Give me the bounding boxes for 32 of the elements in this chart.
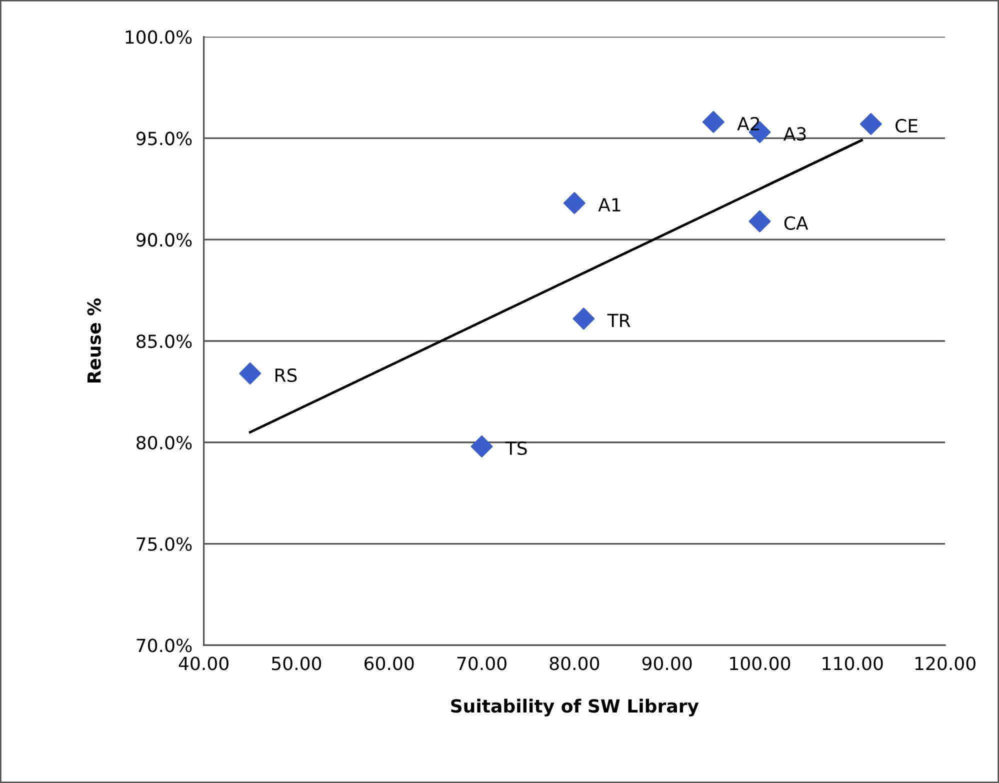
annotation: A1	[598, 198, 620, 212]
y-tick-label: 75.0%	[136, 537, 192, 551]
y-tick-label: 80.0%	[136, 436, 192, 450]
point	[860, 113, 882, 135]
annotation: CA	[784, 216, 808, 230]
annotation: TS	[505, 441, 527, 456]
x-tick-label: 70.00	[457, 656, 506, 670]
y-tick-label: 95.0%	[136, 132, 192, 146]
y-tick-label: 70.0%	[136, 638, 192, 652]
y-tick-label: 85.0%	[136, 334, 192, 348]
point	[239, 362, 262, 384]
point	[470, 435, 493, 458]
point	[702, 110, 724, 133]
x-tick-label: 80.00	[550, 656, 600, 670]
annotation: TR	[607, 314, 630, 328]
x-axis-title: Suitability of SW Library	[451, 698, 699, 716]
point	[572, 308, 595, 330]
x-tick-label: 100.00	[730, 656, 790, 670]
y-axis-title: Reuse %	[87, 298, 101, 383]
point	[563, 192, 586, 214]
annotation: RS	[276, 368, 297, 382]
x-tick-label: 50.00	[272, 656, 322, 670]
point	[748, 210, 771, 232]
y-tick-label: 100.0%	[126, 30, 192, 44]
x-tick-label: 90.00	[642, 656, 692, 670]
x-tick-label: 110.00	[822, 656, 883, 670]
x-tick-label: 120.00	[915, 656, 976, 670]
x-tick-label: 60.00	[364, 656, 414, 670]
annotation: A2	[737, 116, 760, 130]
annotation: CE	[896, 118, 918, 133]
y-tick-label: 90.0%	[136, 233, 192, 247]
x-tick-label: 40.00	[178, 656, 228, 670]
